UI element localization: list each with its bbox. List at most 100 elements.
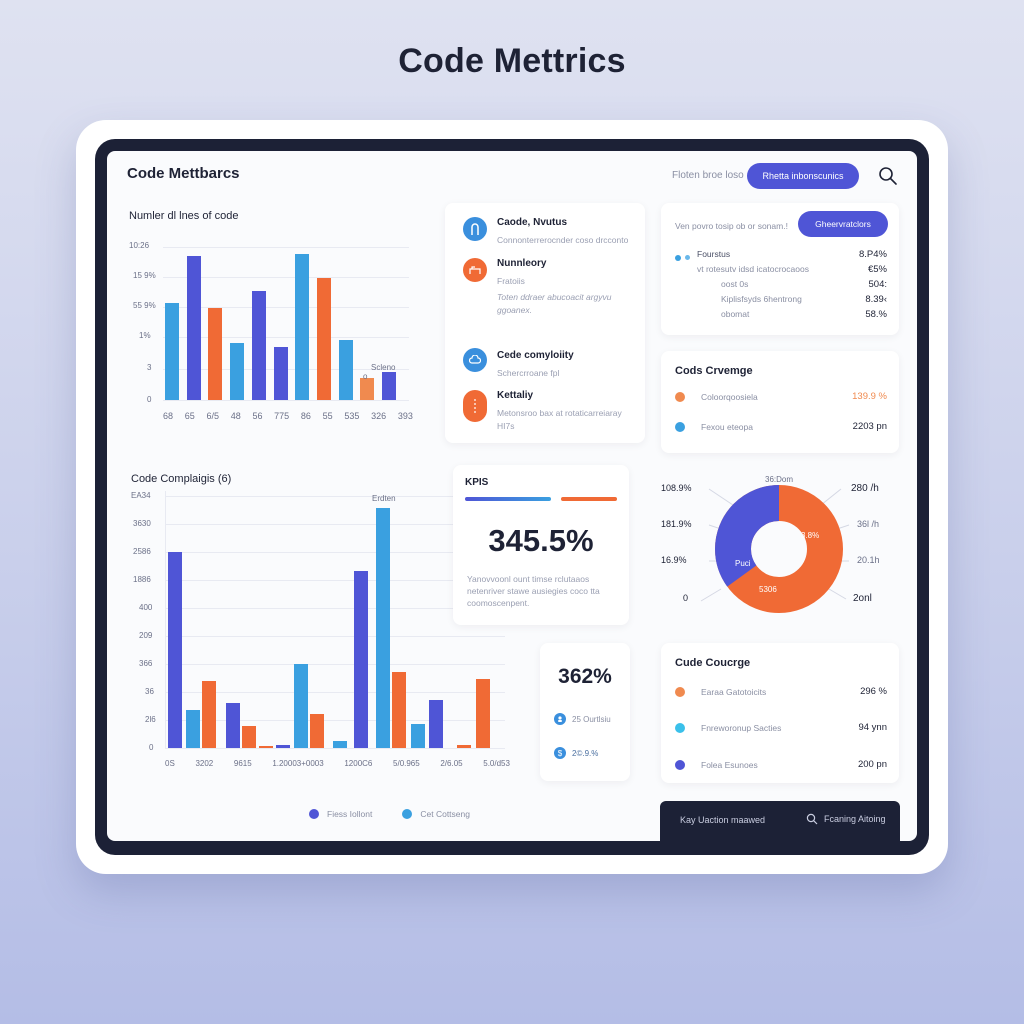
row-value: 296 % <box>860 686 887 697</box>
coverage-card-2: Cude Coucrge Earaa Gatotoicits 296 % Fnr… <box>661 643 899 783</box>
row-value: 8.P4% <box>859 249 887 260</box>
bar[interactable] <box>168 552 182 748</box>
row-value: 2203 pn <box>852 421 887 432</box>
y-tick: 1886 <box>133 575 151 584</box>
donut-label: 108.9% <box>661 483 692 493</box>
bar[interactable] <box>295 254 309 400</box>
folder-icon <box>463 258 487 282</box>
dollar-icon: $ <box>554 747 566 759</box>
kpi-small-value: 362% <box>558 665 612 688</box>
y-tick: 366 <box>139 659 153 668</box>
bar[interactable] <box>476 679 490 748</box>
tablet-device: Code Mettbarcs Floten broe loso Rhetta i… <box>76 120 948 874</box>
y-tick: 3 <box>147 363 152 372</box>
bar[interactable] <box>208 308 222 400</box>
y-tick: 3630 <box>133 519 151 528</box>
kpi-small-row: 25 Ourtlsiu <box>554 713 611 725</box>
bar[interactable] <box>411 724 425 748</box>
x-axis-labels: 68 65 6/5 48 56 775 86 55 535 326 393 <box>163 411 413 421</box>
x-tick: 326 <box>371 411 387 421</box>
bar[interactable] <box>333 741 347 748</box>
legend-dot-icon <box>675 759 685 770</box>
footer-action-link[interactable]: Kay Uaction maawed <box>680 815 766 825</box>
bar[interactable] <box>274 347 288 400</box>
bar[interactable] <box>354 571 368 748</box>
x-tick: 2/6.05 <box>440 759 463 768</box>
coverage-row[interactable]: Coloorqoosiela 139.9 % <box>675 391 887 402</box>
donut-leader-lines <box>700 485 850 613</box>
row-value: 139.9 % <box>852 391 887 402</box>
page-title: Code Mettrics <box>398 42 626 80</box>
summary-action-button[interactable]: Gheervratclors <box>798 211 888 237</box>
gridline <box>165 496 505 497</box>
row-label: Coloorqoosiela <box>701 391 758 402</box>
coverage-row[interactable]: Earaa Gatotoicits 296 % <box>675 686 887 697</box>
cloud-icon <box>463 348 487 372</box>
bar[interactable] <box>339 340 353 400</box>
donut-label: 181.9% <box>661 519 692 529</box>
bar[interactable] <box>259 746 273 748</box>
bar[interactable] <box>226 703 240 748</box>
chart-annotation: Erdten <box>372 494 396 503</box>
y-tick: 55 9% <box>133 301 156 310</box>
bar[interactable] <box>360 378 374 400</box>
row-value: 94 ynn <box>858 722 887 733</box>
header-link[interactable]: Floten broe loso <box>672 170 744 181</box>
gridline <box>163 247 409 248</box>
row-label: oost 0s <box>721 279 749 289</box>
y-tick: 0 <box>149 743 154 752</box>
dot-icon <box>675 255 681 261</box>
donut-segment-label: 5306 <box>759 585 777 594</box>
kpi-card: KPIS 345.5% Yanovvoonl ount timse rcluta… <box>453 465 629 625</box>
gridline <box>165 524 505 525</box>
bar[interactable] <box>376 508 390 748</box>
bar[interactable] <box>187 256 201 400</box>
donut-segment-label: Puci <box>735 559 751 568</box>
bar[interactable] <box>310 714 324 748</box>
primary-header-button[interactable]: Rhetta inbonscunics <box>747 163 859 189</box>
bar[interactable] <box>186 710 200 748</box>
donut-label: 280 /h <box>851 483 879 494</box>
row-label: Fourstus <box>697 249 731 259</box>
y-tick: 0 <box>147 395 152 404</box>
x-tick: 0S <box>165 759 175 768</box>
bar[interactable] <box>382 372 396 400</box>
bar[interactable] <box>242 726 256 748</box>
legend-dot-icon <box>675 686 685 697</box>
row-label: 2©.9.% <box>572 748 599 758</box>
y-tick: 10:26 <box>129 241 150 250</box>
status-item-title: Caode, Nvutus <box>497 217 568 228</box>
bar[interactable] <box>276 745 290 748</box>
complexity-chart: EA34 3630 2586 1886 400 209 366 36 2l6 0 <box>127 491 517 781</box>
status-item-sub: Connonterrerocnder coso drcconto <box>497 235 629 245</box>
legend-label: Cet Cottseng <box>420 809 470 819</box>
x-tick: 775 <box>274 411 290 421</box>
search-icon[interactable] <box>877 165 899 187</box>
bar[interactable] <box>429 700 443 748</box>
legend-item[interactable]: Fiess Iollont <box>309 809 372 819</box>
bar[interactable] <box>165 303 179 400</box>
coverage-row[interactable]: Fnreworonup Sacties 94 ynn <box>675 722 887 733</box>
legend-dot-icon <box>675 391 685 402</box>
kpi-progress-bar <box>465 497 551 501</box>
bar[interactable] <box>457 745 471 748</box>
status-item-title: Nunnleory <box>497 258 547 269</box>
donut-chart: 36:Dom 108.9% 181.9% 16.9% 0 280 /h 36l … <box>661 471 899 621</box>
row-value: 8.39‹ <box>865 294 887 305</box>
bar[interactable] <box>294 664 308 748</box>
status-item-desc: HI7s <box>497 421 515 431</box>
bar[interactable] <box>202 681 216 748</box>
gridline <box>165 608 505 609</box>
bar[interactable] <box>392 672 406 748</box>
coverage-row[interactable]: Folea Esunoes 200 pn <box>675 759 887 770</box>
legend-item[interactable]: Cet Cottseng <box>402 809 470 819</box>
legend-dot-icon <box>675 722 685 733</box>
row-label: Folea Esunoes <box>701 759 758 770</box>
coverage-row[interactable]: Fexou eteopa 2203 pn <box>675 421 887 432</box>
bar[interactable] <box>317 278 331 400</box>
bar[interactable] <box>252 291 266 400</box>
bar[interactable] <box>230 343 244 400</box>
chart-annotation-small: o <box>363 372 368 381</box>
donut-label: 20.1h <box>857 555 880 565</box>
footer-search[interactable]: Fcaning Aitoing <box>806 813 886 825</box>
